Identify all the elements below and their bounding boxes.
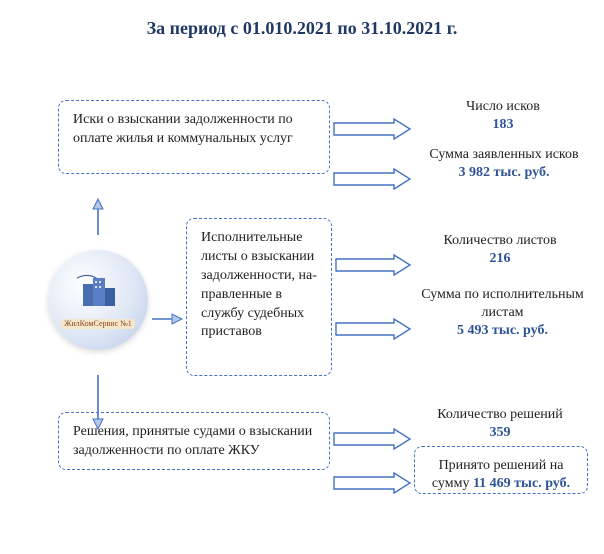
metric-label: Количество решений [437, 407, 563, 422]
metric-value: 3 982 тыс. руб. [420, 164, 588, 182]
metric-decisions-sum-box: Принято решений на сумму 11 469 тыс. руб… [414, 446, 588, 494]
metric-claims-sum: Сумма заявленных исков 3 982 тыс. руб. [420, 146, 588, 182]
metric-label: Число исков [466, 99, 540, 114]
metric-claims-count: Число исков 183 [428, 98, 578, 134]
metric-label: Сумма по исполнительным листам [421, 287, 584, 320]
metric-value: 5 493 тыс. руб. [420, 322, 585, 340]
metric-value: 216 [420, 250, 580, 268]
box-writs: Исполнительные листы о взыскании за­долж… [186, 218, 332, 376]
metric-writs-count: Количество листов 216 [420, 232, 580, 268]
logo: ЖилКомСервис №1 [48, 250, 148, 350]
metric-value: 359 [420, 424, 580, 442]
building-icon [75, 282, 121, 315]
box-claims: Иски о взыскании задолженности по оплате… [58, 100, 330, 174]
logo-label: ЖилКомСервис №1 [61, 319, 135, 329]
metric-label: Количество листов [443, 233, 556, 248]
metric-value: 183 [428, 116, 578, 134]
metric-label: Сумма заявленных исков [429, 147, 578, 162]
page-title: За период с 01.010.2021 по 31.10.2021 г. [0, 18, 604, 39]
box-decisions: Решения, принятые судами о взыскании зад… [58, 412, 330, 470]
metric-decisions-count: Количество решений 359 [420, 406, 580, 442]
metric-writs-sum: Сумма по исполнительным листам 5 493 тыс… [420, 286, 585, 341]
metric-value: 11 469 тыс. руб. [473, 476, 570, 491]
